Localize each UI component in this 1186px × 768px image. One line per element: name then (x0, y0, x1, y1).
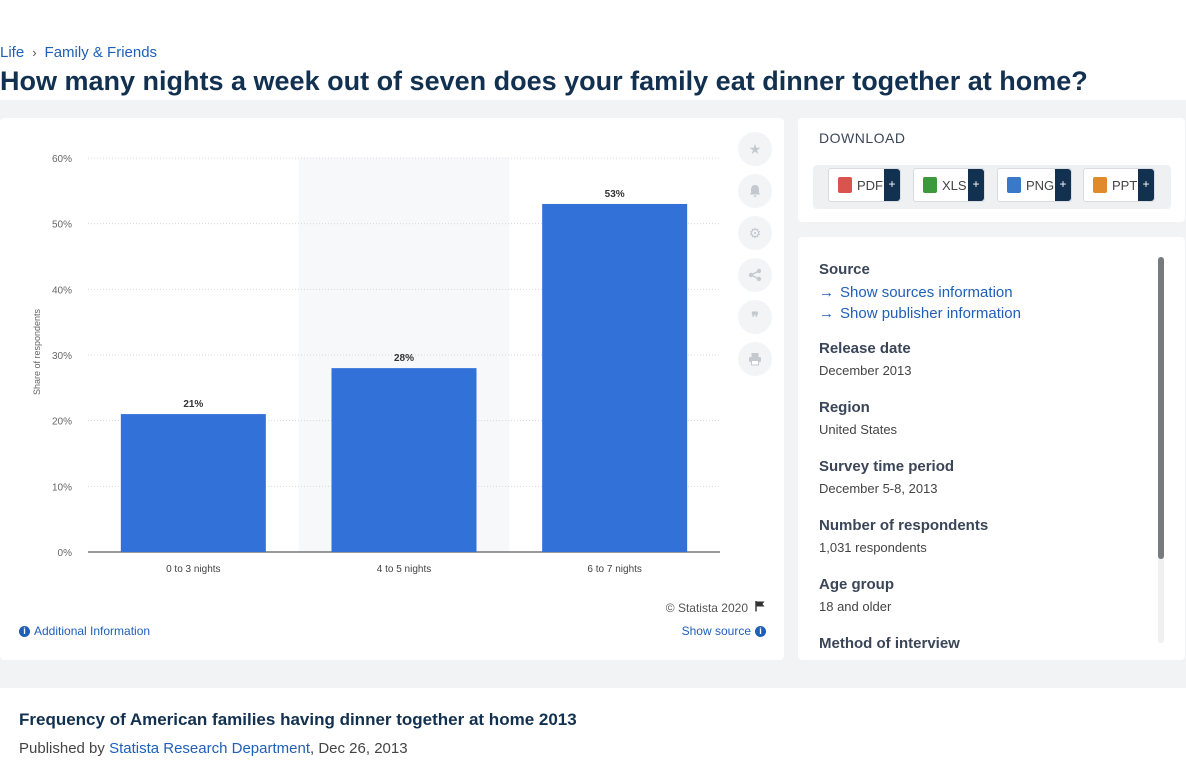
bar (331, 368, 477, 552)
y-tick-label: 20% (52, 417, 72, 428)
scrollbar-thumb[interactable] (1158, 257, 1164, 559)
age-group-value: 18 and older (819, 599, 892, 614)
pdf-plus[interactable]: + (884, 169, 900, 201)
info-icon: i (19, 625, 30, 637)
gear-icon[interactable]: ⚙ (738, 216, 772, 250)
bar-chart: 0% 10% 20% 30% 40% 50% 60% 21% 0 to 3 nights 28% 4… (32, 154, 720, 575)
published-prefix: Published by (19, 740, 110, 757)
respondents-value: 1,031 respondents (819, 540, 927, 555)
published-line: Published by Statista Research Departmen… (19, 740, 408, 757)
published-date: , Dec 26, 2013 (310, 740, 408, 757)
download-ppt-label: PPT (1112, 177, 1138, 193)
y-tick-label: 0% (58, 548, 73, 559)
star-icon[interactable]: ★ (738, 132, 772, 166)
xls-plus[interactable]: + (968, 169, 984, 201)
ppt-icon (1093, 177, 1107, 193)
release-date-value: December 2013 (819, 363, 912, 378)
release-date-label: Release date (819, 340, 911, 357)
quote-icon[interactable]: ❞ (738, 300, 772, 334)
download-png-label: PNG (1026, 177, 1055, 193)
download-png-button[interactable]: PNG + (997, 168, 1072, 202)
show-sources-label: Show sources information (840, 284, 1013, 301)
breadcrumb-life[interactable]: Life (0, 44, 25, 61)
y-tick-label: 40% (52, 285, 72, 296)
respondents-label: Number of respondents (819, 517, 989, 534)
data-label: 53% (605, 189, 625, 200)
download-ppt-button[interactable]: PPT + (1083, 168, 1155, 202)
chart-card: 0% 10% 20% 30% 40% 50% 60% 21% 0 to 3 nights 28% 4… (0, 118, 784, 660)
download-buttons: PDF + XLS + PNG + PPT + (813, 165, 1171, 209)
info-icon: i (755, 625, 766, 637)
additional-information-link[interactable]: i Additional Information (19, 624, 150, 638)
copyright-text: © Statista 2020 (665, 600, 748, 615)
publisher-link[interactable]: Statista Research Department (109, 740, 310, 757)
download-title: DOWNLOAD (819, 130, 906, 146)
download-xls-button[interactable]: XLS + (913, 168, 985, 202)
bar (542, 203, 688, 552)
show-source-link[interactable]: Show source i (682, 624, 766, 638)
show-source-label: Show source (681, 624, 751, 638)
show-sources-link[interactable]: → Show sources information (819, 284, 1149, 301)
show-publisher-label: Show publisher information (840, 305, 1021, 322)
x-tick-label: 4 to 5 nights (377, 564, 431, 575)
source-details: Source → Show sources information → Show… (819, 261, 1149, 652)
breadcrumb: Life › Family & Friends (0, 44, 157, 61)
download-card: DOWNLOAD PDF + XLS + PNG + PPT + (798, 118, 1185, 222)
bar (120, 414, 266, 552)
xls-icon (923, 177, 937, 193)
pdf-icon (838, 177, 852, 193)
x-tick-label: 6 to 7 nights (587, 564, 641, 575)
survey-period-label: Survey time period (819, 458, 955, 475)
region-label: Region (819, 399, 870, 416)
data-label: 28% (394, 353, 414, 364)
download-xls-label: XLS (942, 177, 967, 193)
ppt-plus[interactable]: + (1138, 169, 1154, 201)
data-label: 21% (183, 399, 203, 410)
breadcrumb-family-friends[interactable]: Family & Friends (44, 44, 158, 61)
x-tick-label: 0 to 3 nights (166, 564, 220, 575)
chart-toolbar: ★ ⚙ ❞ (738, 132, 772, 384)
y-axis-title: Share of respondents (32, 308, 42, 395)
copyright: © Statista 2020 (666, 600, 766, 615)
statistic-title: Frequency of American families having di… (19, 710, 577, 729)
show-publisher-link[interactable]: → Show publisher information (819, 305, 1149, 322)
download-pdf-button[interactable]: PDF + (828, 168, 901, 202)
png-plus[interactable]: + (1055, 169, 1071, 201)
header-band (0, 0, 1186, 100)
arrow-right-icon: → (819, 284, 834, 301)
statistic-summary: Frequency of American families having di… (0, 688, 1186, 768)
breadcrumb-separator: › (32, 45, 37, 60)
survey-period-value: December 5-8, 2013 (819, 481, 938, 496)
y-tick-label: 10% (52, 482, 72, 493)
download-pdf-label: PDF (857, 177, 883, 193)
method-of-interview-label: Method of interview (819, 635, 960, 652)
bell-icon[interactable] (738, 174, 772, 208)
arrow-right-icon: → (819, 305, 834, 322)
share-icon[interactable] (738, 258, 772, 292)
y-tick-label: 60% (52, 154, 72, 165)
flag-icon[interactable] (754, 600, 766, 615)
print-icon[interactable] (738, 342, 772, 376)
y-tick-label: 50% (52, 220, 72, 231)
y-tick-label: 30% (52, 351, 72, 362)
source-label: Source (819, 261, 870, 278)
source-scrollbar[interactable] (1158, 257, 1164, 643)
page-title: How many nights a week out of seven does… (0, 66, 1088, 96)
additional-information-label: Additional Information (34, 624, 151, 638)
age-group-label: Age group (819, 576, 894, 593)
source-card: Source → Show sources information → Show… (798, 237, 1185, 660)
region-value: United States (819, 422, 898, 437)
png-icon (1007, 177, 1021, 193)
